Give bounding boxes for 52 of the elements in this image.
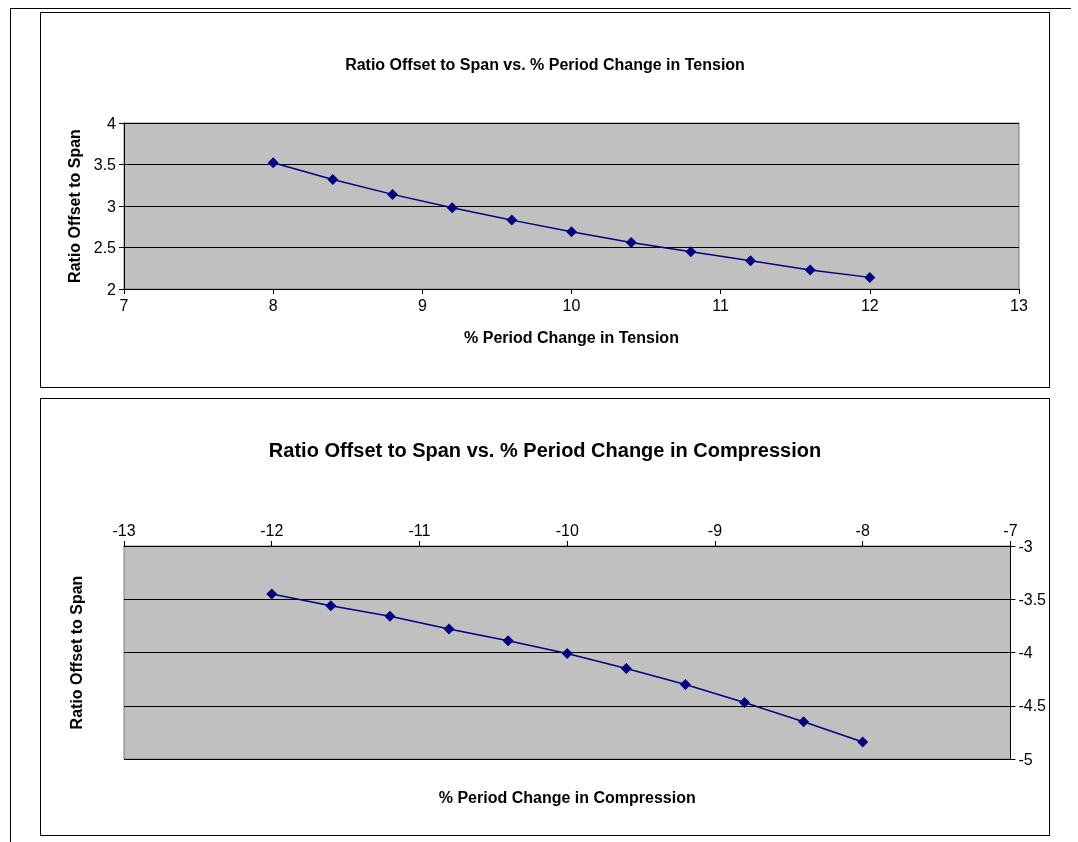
y-tick-label: -4: [1018, 644, 1033, 661]
x-tick-label: -7: [1003, 521, 1018, 539]
x-tick-label: -11: [408, 521, 431, 539]
point: [327, 173, 339, 185]
point: [266, 588, 278, 600]
point: [561, 648, 573, 660]
point: [857, 736, 869, 748]
point: [685, 246, 697, 258]
point: [745, 255, 756, 267]
y-axis-title: Ratio Offset to Span: [66, 129, 84, 283]
x-tick-label: -13: [112, 521, 136, 539]
point: [443, 623, 455, 635]
point: [804, 264, 816, 276]
y-tick-label: 3: [107, 197, 117, 215]
point: [267, 157, 279, 169]
x-tick-label: 12: [860, 296, 879, 314]
point: [798, 716, 810, 728]
y-tick-label: 4: [107, 114, 117, 132]
point: [566, 226, 577, 238]
chart-title: Ratio Offset to Span vs. % Period Change in Tension: [345, 55, 745, 73]
x-tick-label: -8: [855, 521, 870, 539]
y-tick-label: -3: [1018, 537, 1033, 555]
x-tick-label: 9: [417, 296, 427, 314]
y-tick-label: -4.5: [1018, 697, 1047, 715]
point: [625, 237, 637, 249]
x-tick-label: 7: [119, 296, 129, 314]
x-axis-title: % Period Change in Compression: [438, 788, 696, 806]
x-tick-label: -9: [707, 521, 723, 539]
x-tick-label: 8: [268, 296, 278, 314]
y-tick-label: 3.5: [93, 156, 117, 173]
point: [620, 662, 632, 674]
x-axis-title: % Period Change in Tension: [464, 328, 679, 346]
y-axis-title: Ratio Offset to Span: [67, 575, 85, 730]
y-tick-label: -3.5: [1018, 590, 1047, 608]
point: [446, 202, 458, 214]
x-tick-label: 13: [1010, 296, 1028, 314]
point: [506, 214, 518, 226]
point: [384, 610, 396, 622]
point: [864, 271, 876, 283]
point: [387, 188, 398, 200]
point: [739, 697, 750, 709]
y-tick-label: -5: [1018, 750, 1033, 768]
point: [325, 600, 337, 612]
y-tick-label: 2.5: [93, 239, 117, 256]
x-tick-label: -10: [555, 521, 579, 539]
x-tick-label: 10: [562, 296, 581, 314]
point: [502, 635, 514, 647]
y-tick-label: 2: [107, 280, 117, 298]
x-tick-label: 11: [712, 296, 730, 314]
point: [679, 678, 691, 690]
chart-title: Ratio Offset to Span vs. % Period Change in Compression: [268, 439, 822, 461]
x-tick-label: -12: [260, 521, 284, 539]
